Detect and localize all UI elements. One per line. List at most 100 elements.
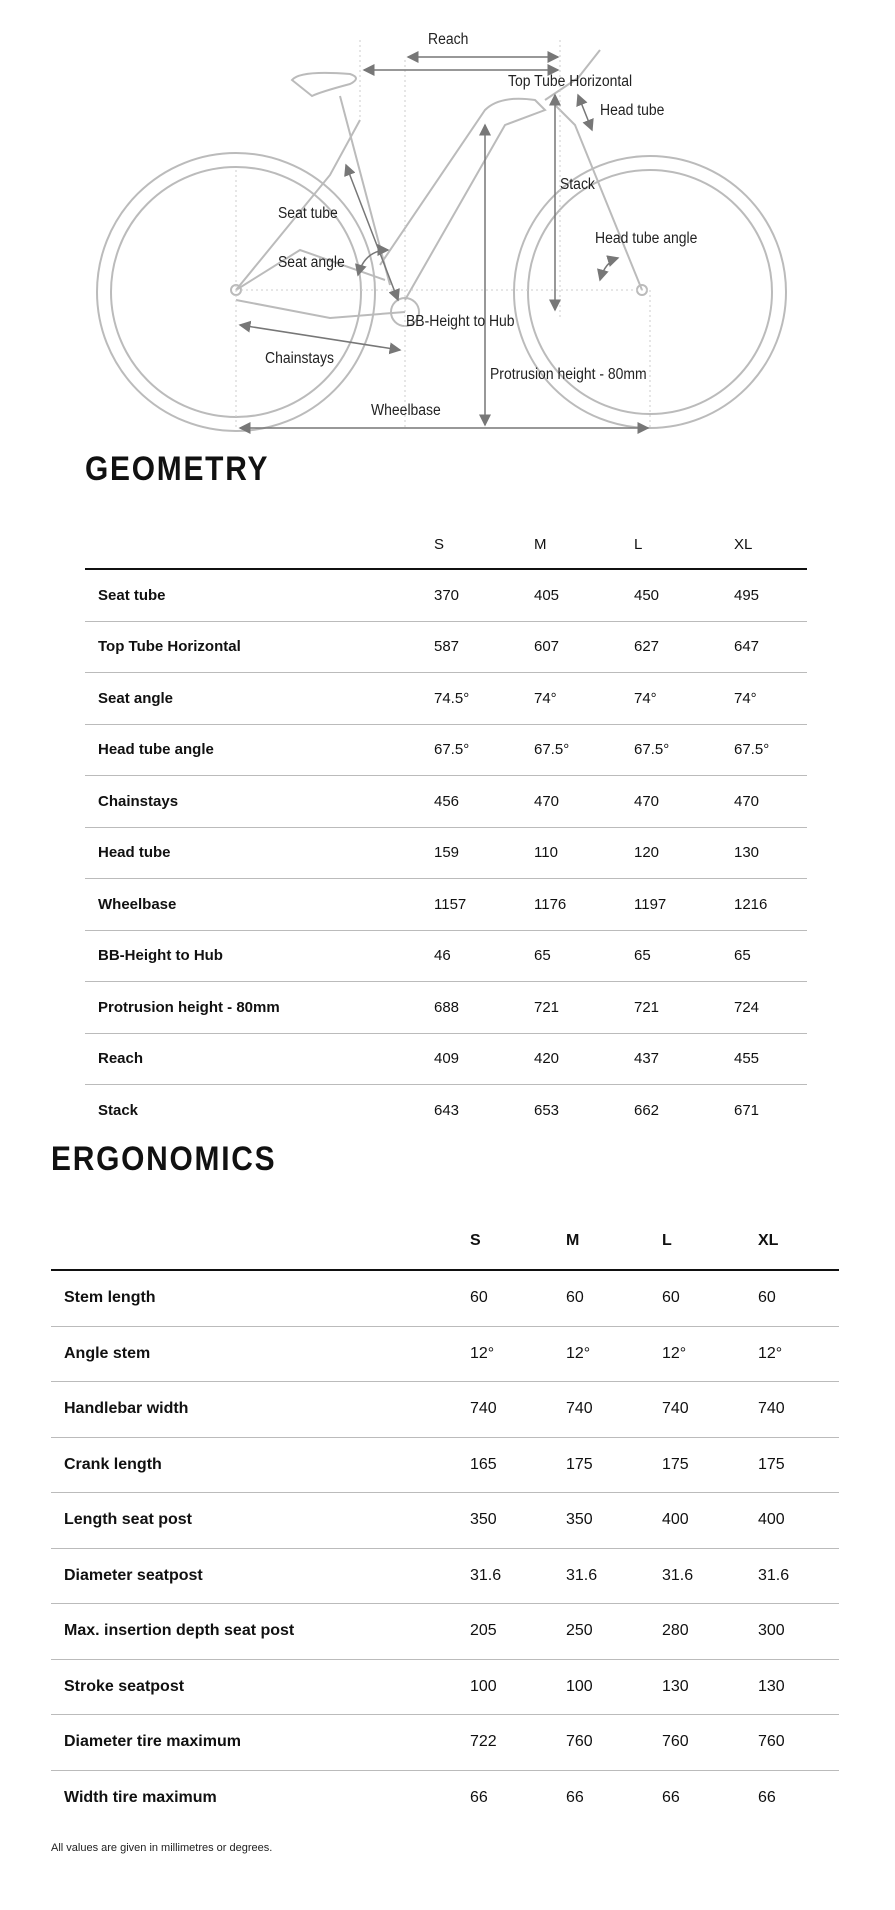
row-label: Diameter seatpost	[51, 1548, 470, 1604]
table-row: Stroke seatpost 100 100 130 130	[51, 1659, 839, 1715]
cell-value: 60	[566, 1270, 662, 1327]
cell-value: 74°	[734, 672, 807, 725]
table-row: Top Tube Horizontal 587 607 627 647	[85, 621, 807, 673]
cell-value: 760	[758, 1714, 839, 1771]
cell-value: 724	[734, 981, 807, 1034]
cell-value: 1197	[634, 878, 734, 931]
cell-value: 653	[534, 1101, 560, 1119]
cell-value: 31.6	[758, 1548, 839, 1604]
cell-value: 31.6	[470, 1548, 566, 1604]
cell-value: 420	[534, 1033, 634, 1085]
geometry-table: S M L XL Seat tube 370 405 450 495 Top Tube Hori…	[85, 520, 807, 1136]
cell-value: 67.5°	[434, 724, 534, 776]
cell-value: 400	[758, 1492, 839, 1549]
cell-value: 740	[662, 1381, 758, 1438]
cell-value: 300	[758, 1603, 839, 1660]
table-row: Crank length 165 175 175 175	[51, 1437, 839, 1493]
cell-value: 66	[566, 1788, 584, 1806]
table-row: Diameter tire maximum 722 760 760 760	[51, 1714, 839, 1771]
cell-value: 760	[566, 1714, 662, 1771]
table-row: Max. insertion depth seat post 205 250 280 3…	[51, 1603, 839, 1660]
row-label: Seat tube	[85, 569, 434, 622]
cell-value: 31.6	[662, 1548, 758, 1604]
cell-value: 60	[758, 1270, 839, 1327]
row-label: Top Tube Horizontal	[85, 621, 434, 673]
cell-value: 66	[470, 1788, 488, 1806]
cell-value: 740	[470, 1381, 566, 1438]
cell-value: 175	[758, 1437, 839, 1493]
cell-value: 470	[634, 775, 734, 828]
size-header-xl: XL	[758, 1212, 839, 1271]
size-header-l: L	[634, 520, 734, 570]
cell-value: 74°	[534, 672, 634, 725]
cell-value: 470	[534, 775, 634, 828]
table-row: Length seat post 350 350 400 400	[51, 1492, 839, 1549]
table-row: Stem length 60 60 60 60	[51, 1270, 839, 1327]
geometry-title: GEOMETRY	[85, 450, 270, 488]
table-row: Chainstays 456 470 470 470	[85, 775, 807, 828]
cell-value: 100	[566, 1659, 662, 1715]
table-row: Handlebar width 740 740 740 740	[51, 1381, 839, 1438]
cell-value: 250	[566, 1603, 662, 1660]
row-label: Length seat post	[51, 1492, 470, 1549]
table-row: Angle stem 12° 12° 12° 12°	[51, 1326, 839, 1382]
cell-value: 66	[758, 1788, 776, 1806]
cell-value: 350	[566, 1492, 662, 1549]
ergonomics-header-row: S M L XL	[51, 1212, 839, 1271]
saddle	[290, 71, 357, 98]
cell-value: 67.5°	[534, 724, 634, 776]
cell-value: 450	[634, 569, 734, 622]
table-row: Head tube 159 110 120 130	[85, 827, 807, 879]
cell-value: 456	[434, 775, 534, 828]
cell-value: 760	[662, 1714, 758, 1771]
row-label: Reach	[85, 1033, 434, 1085]
label-seat-tube: Seat tube	[278, 205, 338, 222]
row-label: Stack	[98, 1101, 139, 1119]
cell-value: 400	[662, 1492, 758, 1549]
cell-value: 31.6	[566, 1548, 662, 1604]
size-header-l: L	[662, 1212, 758, 1271]
geometry-header-row: S M L XL	[85, 520, 807, 570]
row-label: Protrusion height - 80mm	[85, 981, 434, 1034]
label-stack: Stack	[560, 176, 595, 193]
footnote: All values are given in millimetres or d…	[51, 1842, 273, 1854]
cell-value: 65	[634, 930, 734, 982]
label-wheelbase: Wheelbase	[371, 402, 441, 419]
cell-value: 721	[634, 981, 734, 1034]
row-label: Crank length	[51, 1437, 470, 1493]
front-wheel	[513, 155, 787, 429]
cell-value: 12°	[662, 1326, 758, 1382]
row-label: Wheelbase	[85, 878, 434, 931]
cell-value: 671	[734, 1101, 760, 1119]
row-label: Head tube	[85, 827, 434, 879]
cell-value: 165	[470, 1437, 566, 1493]
row-label: Angle stem	[51, 1326, 470, 1382]
cell-value: 643	[434, 1101, 460, 1119]
table-row: Diameter seatpost 31.6 31.6 31.6 31.6	[51, 1548, 839, 1604]
cell-value: 130	[758, 1659, 839, 1715]
label-chainstays: Chainstays	[265, 350, 335, 367]
cell-value: 1216	[734, 878, 807, 931]
cell-value: 470	[734, 775, 807, 828]
row-label: Seat angle	[85, 672, 434, 725]
table-row: Protrusion height - 80mm 688 721 721 724	[85, 981, 807, 1034]
cell-value: 1157	[434, 878, 534, 931]
cell-value: 60	[662, 1270, 758, 1327]
label-reach: Reach	[428, 31, 469, 48]
row-label: Stroke seatpost	[51, 1659, 470, 1715]
cell-value: 740	[758, 1381, 839, 1438]
bike-illustration	[96, 40, 787, 434]
table-row: Wheelbase 1157 1176 1197 1216	[85, 878, 807, 931]
row-label: Head tube angle	[85, 724, 434, 776]
size-header-s: S	[470, 1212, 566, 1271]
table-row: Reach 409 420 437 455	[85, 1033, 807, 1085]
cell-value: 1176	[534, 878, 634, 931]
cell-value: 205	[470, 1603, 566, 1660]
cell-value: 65	[534, 930, 634, 982]
cell-value: 280	[662, 1603, 758, 1660]
header-empty	[85, 520, 434, 570]
row-label: Width tire maximum	[64, 1788, 217, 1806]
label-protrusion-height: Protrusion height - 80mm	[490, 366, 647, 383]
ergonomics-title: ERGONOMICS	[51, 1140, 277, 1178]
row-label: BB-Height to Hub	[85, 930, 434, 982]
